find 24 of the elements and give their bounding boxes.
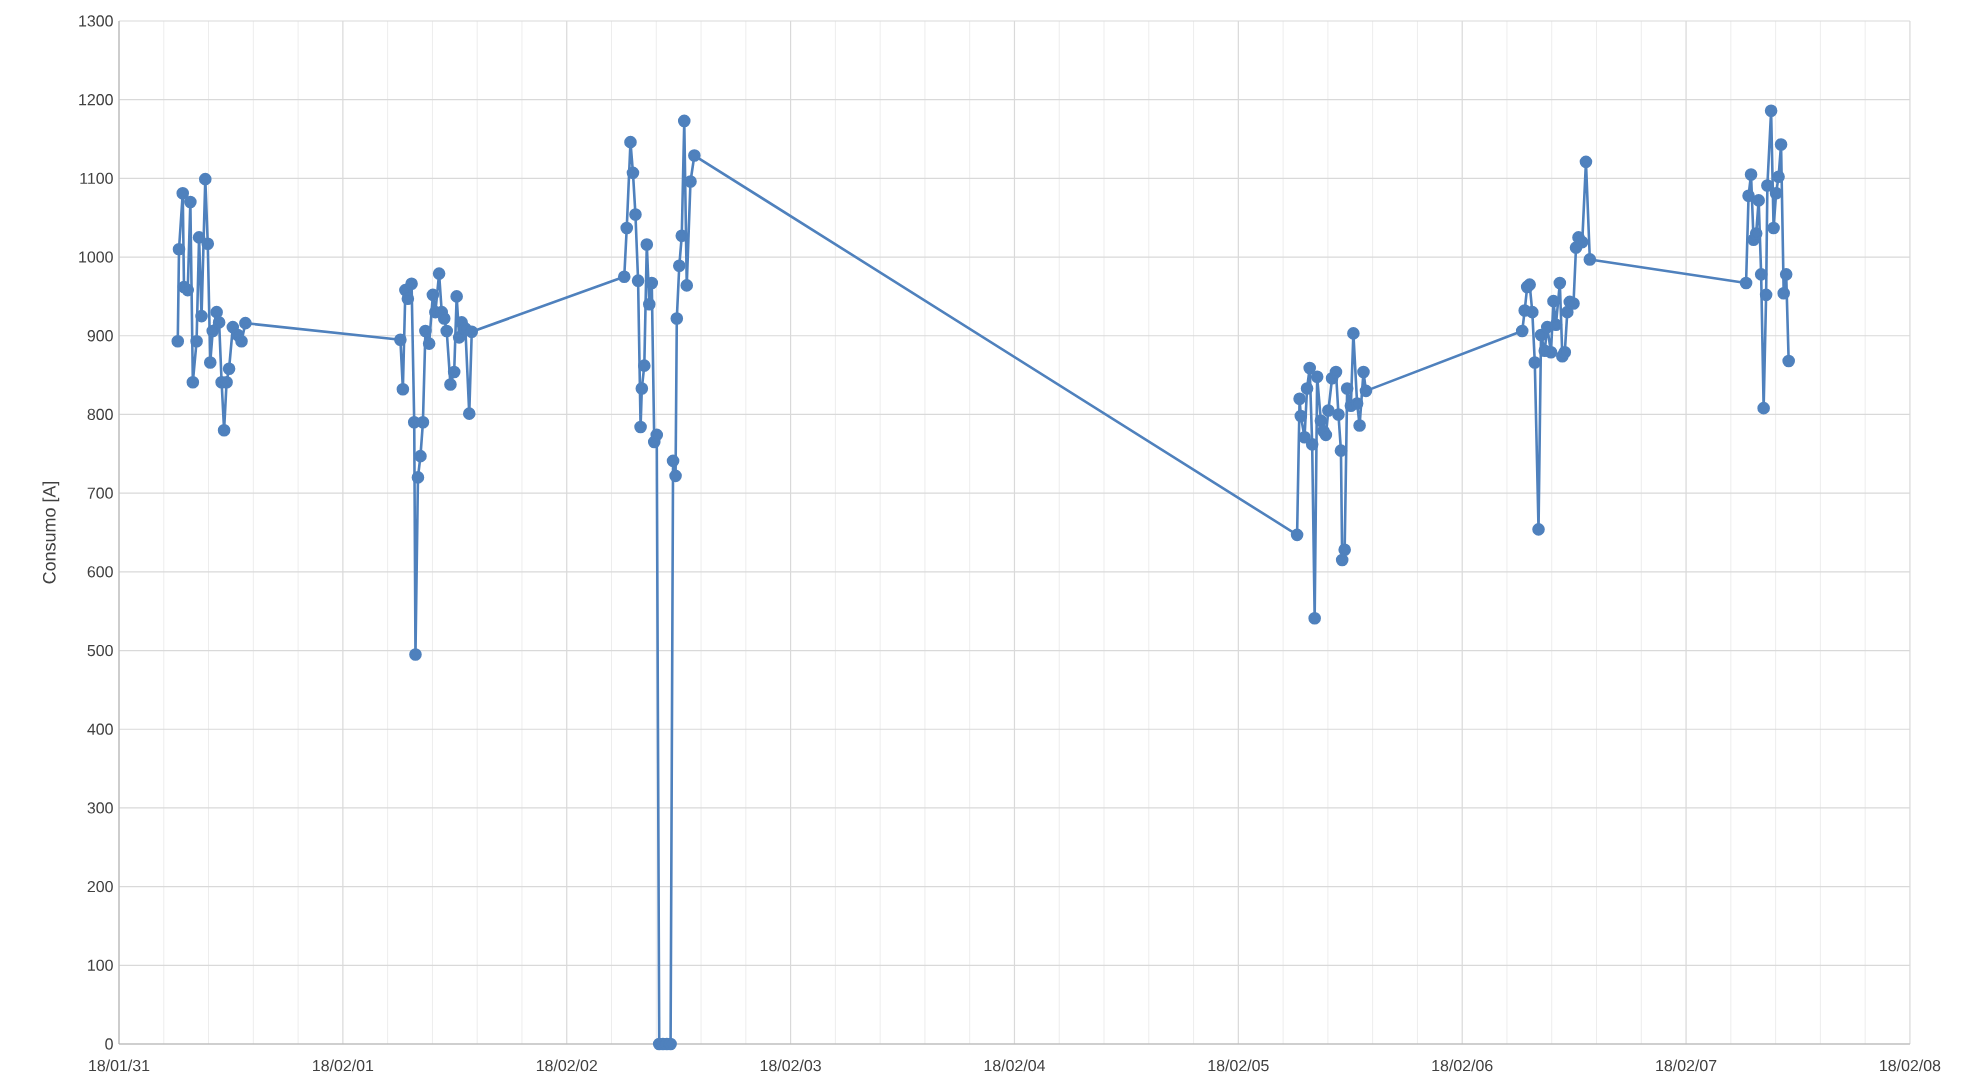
y-tick-label: 200 xyxy=(87,880,113,893)
y-tick-label: 700 xyxy=(87,487,113,499)
y-tick-label: 1000 xyxy=(79,251,113,263)
x-tick-label: 18/02/06 xyxy=(1432,1059,1493,1072)
y-tick-label: 900 xyxy=(87,330,113,342)
y-axis-title: Consumo [A] xyxy=(42,481,60,584)
y-tick-label: 400 xyxy=(87,723,113,735)
x-tick-label: 18/02/01 xyxy=(313,1059,374,1072)
x-tick-label: 18/02/03 xyxy=(760,1059,821,1072)
x-tick-label: 18/02/07 xyxy=(1656,1059,1717,1072)
y-tick-label: 1200 xyxy=(79,94,113,106)
x-tick-label: 18/02/02 xyxy=(536,1059,597,1072)
y-tick-label: 300 xyxy=(87,802,113,814)
y-tick-label: 1100 xyxy=(80,172,113,185)
y-tick-label: 500 xyxy=(87,644,113,657)
x-tick-label: 18/02/08 xyxy=(1880,1059,1941,1072)
y-tick-label: 1300 xyxy=(79,15,113,27)
y-tick-label: 600 xyxy=(87,566,113,578)
x-tick-label: 18/01/31 xyxy=(89,1059,150,1072)
x-tick-label: 18/02/04 xyxy=(984,1059,1046,1072)
y-tick-label: 100 xyxy=(88,959,113,971)
y-tick-label: 0 xyxy=(105,1038,113,1050)
x-tick-label: 18/02/05 xyxy=(1208,1059,1269,1072)
y-tick-label: 800 xyxy=(87,408,113,421)
